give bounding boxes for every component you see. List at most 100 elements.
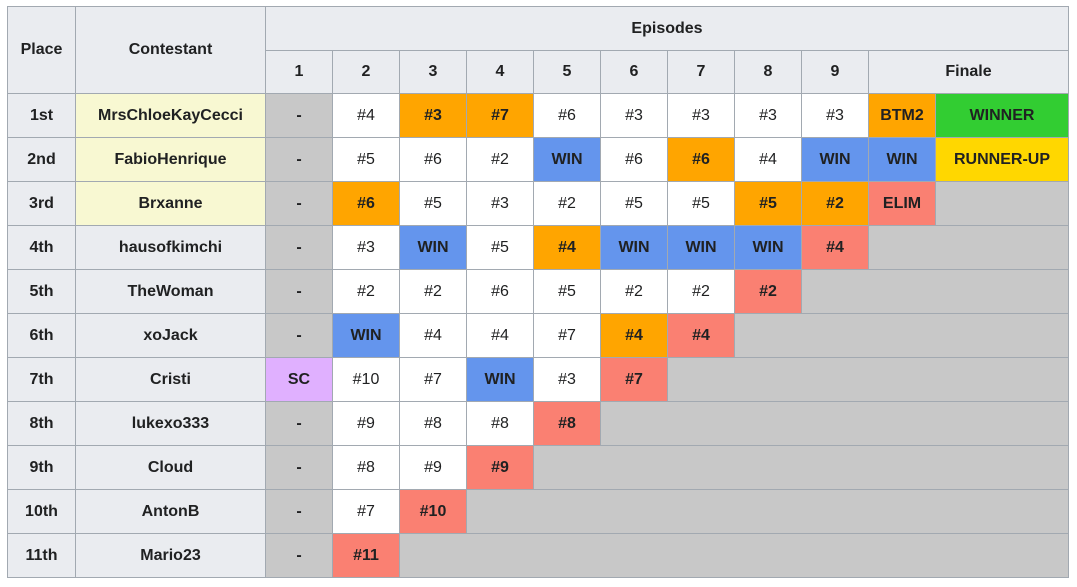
result-cell: #8	[533, 401, 601, 446]
table-body: Place Contestant Episodes 1 2 3 4 5 6 7 8 9 Finale 1s…	[7, 6, 1069, 578]
result-cell: -	[265, 533, 333, 578]
contestant-row: 9th Cloud - #8 #9 #9	[7, 445, 1069, 490]
result-cell: #2	[801, 181, 869, 226]
result-cell: #6	[667, 137, 735, 182]
contestant-row: 5th TheWoman - #2 #2 #6 #5 #2 #2 #2	[7, 269, 1069, 314]
empty-cell	[399, 533, 1069, 578]
result-cell: #4	[667, 313, 735, 358]
episode-header: 2	[332, 50, 400, 94]
result-cell: #2	[600, 269, 668, 314]
episode-header: 9	[801, 50, 869, 94]
contestant-cell: Mario23	[75, 533, 266, 578]
contestant-cell: Cloud	[75, 445, 266, 490]
result-cell: #4	[734, 137, 802, 182]
place-cell: 4th	[7, 225, 76, 270]
place-cell: 6th	[7, 313, 76, 358]
empty-cell	[935, 181, 1069, 226]
result-cell: #6	[533, 93, 601, 138]
result-cell: WIN	[801, 137, 869, 182]
place-cell: 9th	[7, 445, 76, 490]
result-cell: #6	[332, 181, 400, 226]
result-cell: #3	[600, 93, 668, 138]
header-cell: Place	[7, 6, 76, 94]
episode-header: 7	[667, 50, 735, 94]
result-cell: #9	[399, 445, 467, 490]
result-cell: RUNNER-UP	[935, 137, 1069, 182]
result-cell: -	[265, 313, 333, 358]
result-cell: -	[265, 93, 333, 138]
empty-cell	[868, 225, 1069, 270]
result-cell: #8	[332, 445, 400, 490]
header-cell: Contestant	[75, 6, 266, 94]
contestant-row: 2nd FabioHenrique - #5 #6 #2 WIN #6 #6 #4 WIN WIN RU…	[7, 137, 1069, 182]
result-cell: #6	[399, 137, 467, 182]
result-cell: #7	[533, 313, 601, 358]
result-cell: #6	[466, 269, 534, 314]
result-cell: WINNER	[935, 93, 1069, 138]
contestant-row: 4th hausofkimchi - #3 WIN #5 #4 WIN WIN WIN #4	[7, 225, 1069, 270]
result-cell: -	[265, 445, 333, 490]
contestant-cell: MrsChloeKayCecci	[75, 93, 266, 138]
result-cell: #10	[332, 357, 400, 402]
empty-cell	[600, 401, 1069, 446]
result-cell: #5	[734, 181, 802, 226]
result-cell: #9	[466, 445, 534, 490]
result-cell: #4	[801, 225, 869, 270]
result-cell: WIN	[868, 137, 936, 182]
place-cell: 10th	[7, 489, 76, 534]
results-table: Place Contestant Episodes 1 2 3 4 5 6 7 8 9 Finale 1s…	[7, 6, 1069, 578]
result-cell: ELIM	[868, 181, 936, 226]
result-cell: -	[265, 269, 333, 314]
episode-header: 5	[533, 50, 601, 94]
empty-cell	[466, 489, 1069, 534]
contestant-row: 11th Mario23- #11	[7, 533, 1069, 578]
result-cell: #7	[600, 357, 668, 402]
result-cell: #2	[533, 181, 601, 226]
place-cell: 2nd	[7, 137, 76, 182]
header-row: Place Contestant Episodes	[7, 6, 1069, 94]
result-cell: SC	[265, 357, 333, 402]
place-cell: 1st	[7, 93, 76, 138]
result-cell: #4	[332, 93, 400, 138]
result-cell: WIN	[533, 137, 601, 182]
result-cell: #6	[600, 137, 668, 182]
empty-cell	[734, 313, 1069, 358]
result-cell: #3	[667, 93, 735, 138]
empty-cell	[533, 445, 1069, 490]
result-cell: #2	[466, 137, 534, 182]
result-cell: #2	[399, 269, 467, 314]
result-cell: #4	[600, 313, 668, 358]
result-cell: WIN	[734, 225, 802, 270]
place-cell: 5th	[7, 269, 76, 314]
result-cell: WIN	[466, 357, 534, 402]
contestant-row: 3rd Brxanne - #6 #5 #3 #2 #5 #5 #5 #2 ELIM	[7, 181, 1069, 226]
result-cell: BTM2	[868, 93, 936, 138]
result-cell: #4	[399, 313, 467, 358]
result-cell: #5	[399, 181, 467, 226]
result-cell: #3	[801, 93, 869, 138]
episode-header: 1	[265, 50, 333, 94]
result-cell: #2	[667, 269, 735, 314]
result-cell: #3	[399, 93, 467, 138]
contestant-row: 8th lukexo333- #9 #8 #8 #8	[7, 401, 1069, 446]
result-cell: WIN	[399, 225, 467, 270]
result-cell: #7	[466, 93, 534, 138]
result-cell: -	[265, 225, 333, 270]
result-cell: #4	[466, 313, 534, 358]
place-cell: 11th	[7, 533, 76, 578]
contestant-row: 7th Cristi SC #10 #7 WIN #3 #7	[7, 357, 1069, 402]
result-cell: #3	[734, 93, 802, 138]
result-cell: #7	[399, 357, 467, 402]
result-cell: #5	[667, 181, 735, 226]
result-cell: #7	[332, 489, 400, 534]
result-cell: -	[265, 137, 333, 182]
result-cell: #2	[332, 269, 400, 314]
result-cell: #11	[332, 533, 400, 578]
result-cell: #10	[399, 489, 467, 534]
contestant-cell: xoJack	[75, 313, 266, 358]
place-cell: 8th	[7, 401, 76, 446]
contestant-cell: Brxanne	[75, 181, 266, 226]
result-cell: #5	[332, 137, 400, 182]
episode-header: 6	[600, 50, 668, 94]
